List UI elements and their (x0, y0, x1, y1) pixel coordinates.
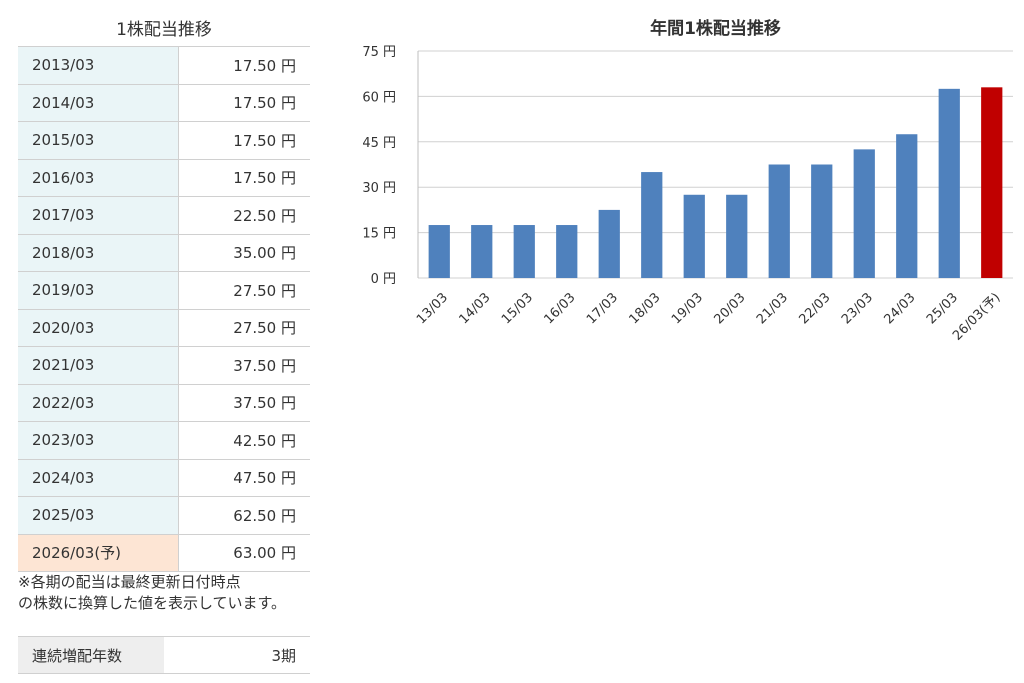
dividend-row: 2025/03 62.50 円 (18, 496, 310, 535)
dividend-row: 2017/03 22.50 円 (18, 196, 310, 235)
dividend-bar (598, 209, 620, 278)
dividend-row: 2026/03(予) 63.00 円 (18, 534, 310, 572)
y-tick-label: 0 円 (371, 272, 396, 287)
dividend-row: 2021/03 37.50 円 (18, 346, 310, 385)
dividend-row-value: 27.50 円 (178, 309, 310, 347)
x-tick-label: 17/03 (584, 290, 621, 327)
dividend-row: 2014/03 17.50 円 (18, 84, 310, 122)
dividend-row-year: 2016/03 (18, 159, 179, 197)
dividend-row-year: 2013/03 (18, 46, 179, 85)
x-tick-label: 13/03 (414, 290, 451, 327)
dividend-row-value: 37.50 円 (178, 346, 310, 385)
dividend-row: 2019/03 27.50 円 (18, 271, 310, 310)
dividend-row-year: 2021/03 (18, 346, 179, 385)
dividend-row-value: 62.50 円 (178, 496, 310, 535)
dividend-row-value: 37.50 円 (178, 384, 310, 422)
dividend-bar (853, 149, 875, 278)
dividend-row-year: 2015/03 (18, 121, 179, 160)
dividend-bar (726, 194, 748, 278)
dividend-row: 2016/03 17.50 円 (18, 159, 310, 197)
dividend-row: 2023/03 42.50 円 (18, 421, 310, 460)
dividend-table: 2013/03 17.50 円 2014/03 17.50 円 2015/03 17.50… (18, 46, 310, 572)
consecutive-increase-label: 連続増配年数 (18, 636, 164, 674)
dividend-row-year: 2025/03 (18, 496, 179, 535)
dividend-row-year: 2020/03 (18, 309, 179, 347)
dividend-row: 2015/03 17.50 円 (18, 121, 310, 160)
x-tick-label: 18/03 (626, 290, 663, 327)
dividend-bar (938, 88, 960, 278)
dividend-bar (896, 134, 918, 278)
dividend-bar (556, 225, 578, 278)
dividend-table-panel: 1株配当推移 2013/03 17.50 円 2014/03 17.50 円 2015/… (18, 14, 310, 674)
dividend-row-year: 2017/03 (18, 196, 179, 235)
x-tick-label: 22/03 (796, 290, 833, 327)
x-tick-label: 19/03 (669, 290, 706, 327)
dividend-row-value: 17.50 円 (178, 84, 310, 122)
dividend-row-year: 2018/03 (18, 234, 179, 272)
dividend-row-value: 27.50 円 (178, 271, 310, 310)
x-tick-label: 25/03 (924, 290, 961, 327)
note-line-1: ※各期の配当は最終更新日付時点 (18, 573, 241, 591)
x-tick-label: 15/03 (499, 290, 536, 327)
dividend-row-value: 42.50 円 (178, 421, 310, 460)
y-tick-label: 75 円 (362, 45, 396, 60)
table-title: 1株配当推移 (116, 20, 212, 40)
note-line-2: の株数に換算した値を表示しています。 (18, 594, 287, 612)
dividend-row-year: 2014/03 (18, 84, 179, 122)
dividend-row-value: 17.50 円 (178, 46, 310, 85)
dividend-row: 2013/03 17.50 円 (18, 46, 310, 85)
dividend-row-year: 2022/03 (18, 384, 179, 422)
dividend-row-value: 17.50 円 (178, 121, 310, 160)
y-tick-label: 30 円 (362, 181, 396, 196)
dividend-bar (683, 194, 705, 278)
dividend-bar (428, 225, 450, 278)
dividend-row-value: 63.00 円 (178, 534, 310, 572)
y-tick-label: 60 円 (362, 90, 396, 105)
dividend-bar-chart: 年間1株配当推移 0 円 15 円 30 円 45 円 60 円 75 円 13/03 14/0… (362, 18, 1013, 344)
y-tick-label: 45 円 (362, 136, 396, 151)
x-tick-label: 24/03 (881, 290, 918, 327)
dividend-row-year: 2024/03 (18, 459, 179, 497)
dividend-bar (768, 164, 790, 278)
y-tick-label: 15 円 (362, 227, 396, 242)
table-note: ※各期の配当は最終更新日付時点 の株数に換算した値を表示しています。 (18, 572, 310, 614)
dividend-bar (513, 225, 535, 278)
consecutive-increase-row: 連続増配年数 3期 (18, 636, 310, 674)
dividend-row-value: 17.50 円 (178, 159, 310, 197)
chart-title: 年間1株配当推移 (650, 18, 781, 39)
dividend-row: 2022/03 37.50 円 (18, 384, 310, 422)
consecutive-increase-value: 3期 (164, 636, 310, 674)
x-tick-label: 16/03 (541, 290, 578, 327)
x-tick-label: 14/03 (456, 290, 493, 327)
dividend-row: 2024/03 47.50 円 (18, 459, 310, 497)
dividend-row-value: 35.00 円 (178, 234, 310, 272)
dividend-bar (471, 225, 493, 278)
dividend-row-year: 2023/03 (18, 421, 179, 460)
x-tick-label: 20/03 (711, 290, 748, 327)
dividend-row-value: 22.50 円 (178, 196, 310, 235)
dividend-bar (811, 164, 833, 278)
forecast-bar (981, 87, 1003, 278)
dividend-row-value: 47.50 円 (178, 459, 310, 497)
dividend-row-year: 2019/03 (18, 271, 179, 310)
dividend-row: 2018/03 35.00 円 (18, 234, 310, 272)
x-tick-label: 21/03 (754, 290, 791, 327)
dividend-bar (641, 172, 663, 278)
dividend-row: 2020/03 27.50 円 (18, 309, 310, 347)
consecutive-increase-table: 連続増配年数 3期 (18, 636, 310, 674)
x-tick-label: 23/03 (839, 290, 876, 327)
dividend-row-year: 2026/03(予) (18, 534, 179, 572)
dividend-chart: 年間1株配当推移 0 円 15 円 30 円 45 円 60 円 75 円 13/03 14/0… (340, 14, 1024, 374)
